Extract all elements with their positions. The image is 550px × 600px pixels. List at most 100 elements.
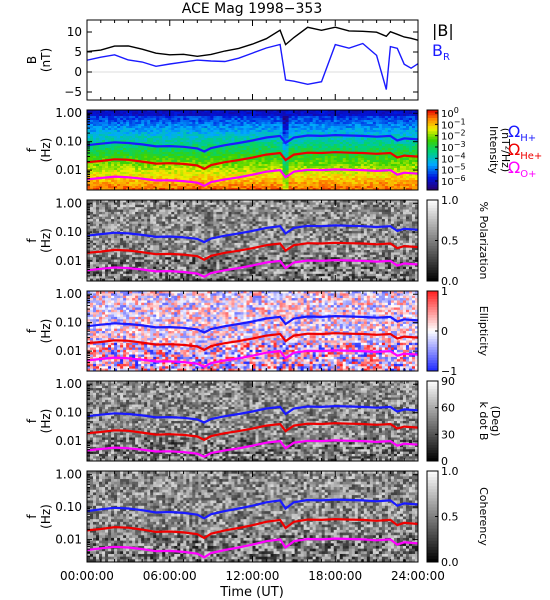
spectrogram-cell — [336, 164, 341, 167]
spectrogram-cell — [354, 158, 359, 161]
spectrogram-cell — [408, 166, 413, 169]
spectrogram-cell — [105, 178, 109, 181]
spectrogram-cell — [102, 221, 106, 225]
spectrogram-cell — [414, 162, 418, 165]
spectrogram-cell — [276, 154, 280, 157]
spectrogram-cell — [315, 122, 320, 125]
spectrogram-cell — [255, 130, 259, 133]
spectrogram-cell — [408, 128, 413, 131]
spectrogram-cell — [174, 178, 178, 181]
spectrogram-cell — [117, 221, 121, 225]
spectrogram-cell — [312, 156, 317, 159]
spectrogram-cell — [384, 150, 389, 153]
spectrogram-cell — [372, 158, 377, 161]
spectrogram-cell — [111, 162, 115, 165]
spectrogram-cell — [306, 158, 311, 161]
spectrogram-cell — [219, 160, 223, 163]
spectrogram-cell — [129, 166, 133, 169]
spectrogram-cell — [102, 112, 106, 115]
spectrogram-cell — [108, 252, 112, 256]
spectrogram-cell — [360, 112, 365, 115]
spectrogram-cell — [120, 128, 124, 131]
spectrogram-cell — [90, 110, 94, 113]
spectrogram-cell — [300, 168, 305, 171]
spectrogram-cell — [102, 182, 106, 185]
spectrogram-cell — [171, 168, 175, 171]
spectrogram-cell — [342, 154, 347, 157]
spectrogram-cell — [267, 112, 271, 115]
spectrogram-cell — [129, 124, 133, 127]
spectrogram-cell — [138, 152, 142, 155]
spectrogram-cell — [360, 156, 365, 159]
spectrogram-cell — [246, 148, 250, 151]
spectrogram-cell — [399, 136, 404, 139]
spectrogram-cell — [141, 120, 145, 123]
spectrogram-cell — [264, 162, 268, 165]
spectrogram-cell — [258, 168, 262, 171]
spectrogram-cell — [408, 112, 413, 115]
spectrogram-cell — [234, 134, 238, 137]
spectrogram-cell — [99, 261, 103, 265]
spectrogram-cell — [339, 146, 344, 149]
spectrogram-cell — [135, 148, 139, 151]
spectrogram-cell — [126, 146, 130, 149]
spectrogram-cell — [144, 126, 148, 129]
spectrogram-cell — [111, 204, 115, 208]
spectrogram-cell — [96, 242, 100, 246]
spectrogram-cell — [348, 176, 353, 179]
spectrogram-cell — [345, 116, 350, 119]
spectrogram-cell — [156, 130, 160, 133]
spectrogram-cell — [354, 118, 359, 121]
spectrogram-cell — [117, 116, 121, 119]
spectrogram-cell — [327, 118, 332, 121]
spectrogram-cell — [324, 172, 329, 175]
spectrogram-cell — [330, 144, 335, 147]
spectrogram-cell — [213, 124, 217, 127]
spectrogram-cell — [87, 164, 91, 167]
spectrogram-cell — [129, 184, 133, 187]
spectrogram-cell — [300, 148, 305, 151]
spectrogram-cell — [375, 162, 380, 165]
spectrogram-cell — [96, 186, 100, 189]
spectrogram-cell — [384, 188, 389, 190]
spectrogram-cell — [414, 178, 418, 181]
spectrogram-cell — [246, 152, 250, 155]
spectrogram-cell — [384, 144, 389, 147]
spectrogram-cell — [255, 120, 259, 123]
spectrogram-cell — [174, 112, 178, 115]
spectrogram-cell — [165, 112, 169, 115]
spectrogram-cell — [369, 146, 374, 149]
spectrogram-cell — [117, 233, 121, 237]
spectrogram-cell — [372, 112, 377, 115]
spectrogram-cell — [165, 166, 169, 169]
spectrogram-cell — [216, 186, 220, 189]
spectrogram-cell — [369, 176, 374, 179]
spectrogram-cell — [279, 164, 283, 167]
spectrogram-cell — [273, 148, 277, 151]
spectrogram-cell — [126, 184, 130, 187]
spectrogram-cell — [324, 136, 329, 139]
spectrogram-cell — [171, 136, 175, 139]
spectrogram-cell — [342, 174, 347, 177]
spectrogram-cell — [228, 134, 232, 137]
spectrogram-cell — [246, 134, 250, 137]
spectrogram-cell — [195, 144, 199, 147]
spectrogram-cell — [165, 154, 169, 157]
spectrogram-cell — [219, 116, 223, 119]
spectrogram-cell — [405, 142, 410, 145]
spectrogram-cell — [189, 128, 193, 131]
spectrogram-cell — [330, 178, 335, 181]
spectrogram-cell — [186, 176, 190, 179]
spectrogram-cell — [351, 160, 356, 163]
spectrogram-cell — [180, 152, 184, 155]
spectrogram-cell — [189, 110, 193, 113]
spectrogram-cell — [102, 144, 106, 147]
spectrogram-cell — [123, 128, 127, 131]
spectrogram-cell — [141, 140, 145, 143]
spectrogram-cell — [183, 160, 187, 163]
spectrogram-cell — [93, 138, 97, 141]
spectrogram-cell — [183, 156, 187, 159]
spectrogram-cell — [195, 126, 199, 129]
spectrogram-cell — [96, 138, 100, 141]
